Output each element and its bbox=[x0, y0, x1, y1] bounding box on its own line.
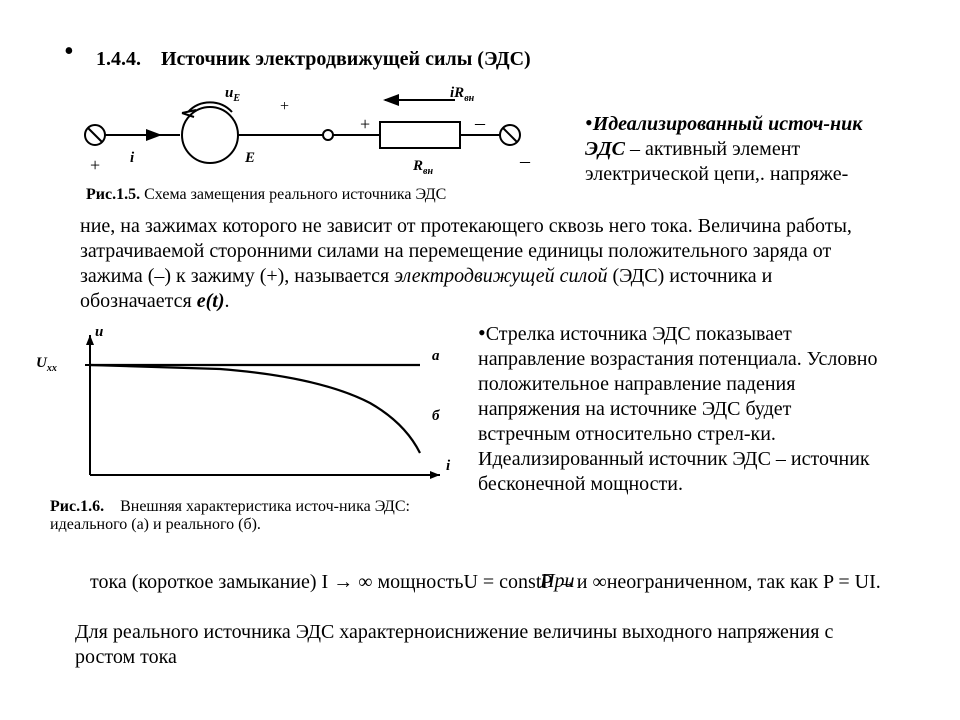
fig1-label-R: Rвн bbox=[413, 158, 433, 177]
fig2-caption: Рис.1.6. Внешняя характеристика источ-ни… bbox=[50, 498, 460, 534]
fig1-plus-left-of-R: + bbox=[360, 114, 370, 135]
intro-right-rest: – активный элемент электрической цепи,. … bbox=[585, 138, 848, 185]
footer-text: Для реального источника ЭДС характерноис… bbox=[75, 621, 833, 668]
figure-1-5-circuit bbox=[70, 80, 550, 190]
fig2-label-b: б bbox=[432, 408, 440, 425]
fig1-minus-right-of-R: – bbox=[475, 112, 485, 135]
intro-right: •Идеализированный источ-ник ЭДС – активн… bbox=[585, 110, 885, 187]
fig2-i-axis: i bbox=[446, 458, 450, 475]
right-block-2: •Стрелка источника ЭДС показывает направ… bbox=[478, 320, 888, 497]
intro-cont: ние, на зажимах которого не зависит от п… bbox=[80, 214, 886, 314]
fig1-label-i: i bbox=[130, 150, 134, 167]
fig1-label-iR: iRвн bbox=[450, 85, 474, 104]
fig1-caption-text: Схема замещения реального источника ЭДС bbox=[144, 186, 446, 203]
fig1-plus-left-term: + bbox=[90, 155, 100, 176]
garbled-line-2: При bbox=[540, 570, 574, 593]
figure-1-6-chart bbox=[60, 325, 460, 490]
intro-eoft: e(t) bbox=[197, 290, 225, 312]
footer-paragraph: Для реального источника ЭДС характерноис… bbox=[75, 620, 885, 670]
fig1-plus-after-emf: + bbox=[280, 98, 289, 116]
intro-dot: . bbox=[225, 290, 230, 312]
fig1-minus-right-term: – bbox=[520, 150, 530, 173]
right-block-2-text: Стрелка источника ЭДС показывает направл… bbox=[478, 323, 877, 495]
fig2-u-axis: u bbox=[95, 324, 103, 341]
intro-right-bullet: • bbox=[585, 110, 593, 135]
intro-emf-term: электродвижущей силой bbox=[394, 265, 607, 287]
garbled-line: тока (короткое замыкание) I → ∞ мощность… bbox=[90, 570, 900, 595]
fig2-label-a: a bbox=[432, 348, 440, 365]
heading-bullet: • bbox=[64, 36, 74, 68]
fig1-caption-prefix: Рис.1.5. bbox=[86, 186, 140, 203]
section-heading: 1.4.4. Источник электродвижущей силы (ЭД… bbox=[96, 48, 531, 71]
section-title: Источник электродвижущей силы (ЭДС) bbox=[161, 48, 531, 70]
fig2-Uxx: Uxx bbox=[36, 355, 57, 374]
fig2-caption-prefix: Рис.1.6. bbox=[50, 498, 104, 515]
section-number: 1.4.4. bbox=[96, 48, 141, 70]
fig1-label-uE: uE bbox=[225, 85, 240, 104]
fig1-caption: Рис.1.5. Схема замещения реального источ… bbox=[86, 186, 526, 204]
garbled-line-1: тока (короткое замыкание) I → ∞ мощность… bbox=[90, 571, 881, 593]
fig1-label-E: E bbox=[245, 150, 255, 167]
right-block-2-bullet: • bbox=[478, 320, 486, 345]
fig2-caption-text: Внешняя характеристика источ-ника ЭДС: и… bbox=[50, 498, 410, 533]
